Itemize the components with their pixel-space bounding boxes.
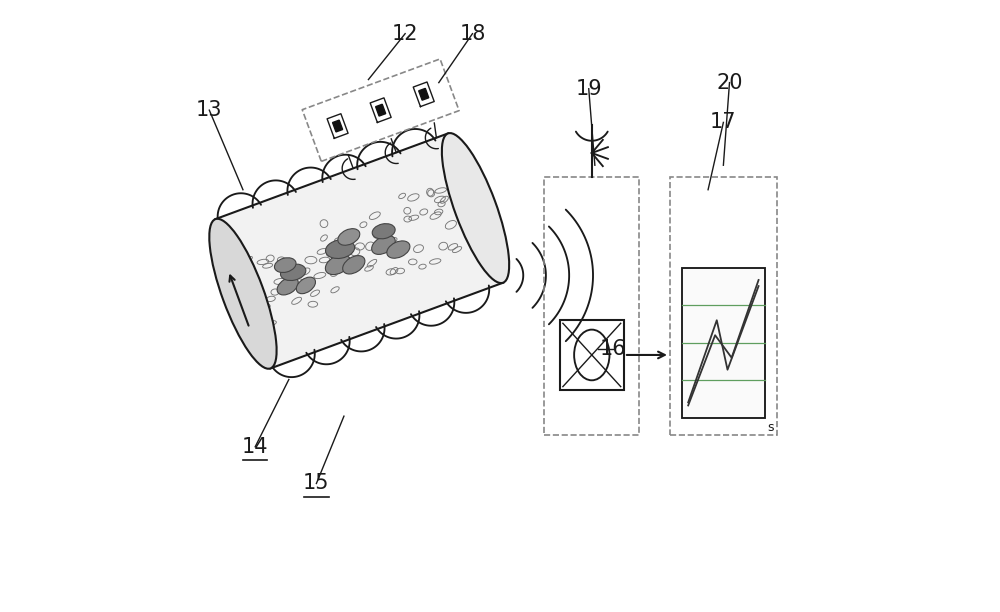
Ellipse shape — [442, 133, 509, 283]
Text: 18: 18 — [459, 24, 486, 43]
Ellipse shape — [372, 236, 395, 255]
Text: 15: 15 — [303, 474, 330, 493]
Text: 19: 19 — [575, 79, 602, 99]
Text: 17: 17 — [710, 113, 737, 132]
Ellipse shape — [209, 218, 277, 369]
Ellipse shape — [326, 240, 355, 258]
Polygon shape — [370, 98, 391, 122]
Text: s: s — [767, 421, 774, 434]
Polygon shape — [419, 88, 429, 100]
Polygon shape — [333, 120, 343, 132]
Ellipse shape — [274, 258, 296, 272]
Ellipse shape — [343, 256, 365, 274]
Ellipse shape — [325, 255, 350, 275]
Ellipse shape — [372, 223, 395, 239]
Polygon shape — [215, 133, 503, 368]
FancyBboxPatch shape — [682, 268, 765, 418]
Polygon shape — [327, 114, 348, 138]
Text: 20: 20 — [716, 73, 743, 92]
Ellipse shape — [387, 241, 410, 258]
Polygon shape — [376, 104, 386, 116]
Ellipse shape — [280, 264, 306, 280]
Text: 12: 12 — [392, 24, 418, 43]
Ellipse shape — [277, 277, 298, 295]
Text: 13: 13 — [196, 100, 223, 120]
Text: 16: 16 — [600, 339, 627, 359]
Polygon shape — [413, 82, 434, 106]
Text: 14: 14 — [242, 437, 268, 457]
Ellipse shape — [296, 277, 315, 294]
Ellipse shape — [338, 229, 360, 245]
